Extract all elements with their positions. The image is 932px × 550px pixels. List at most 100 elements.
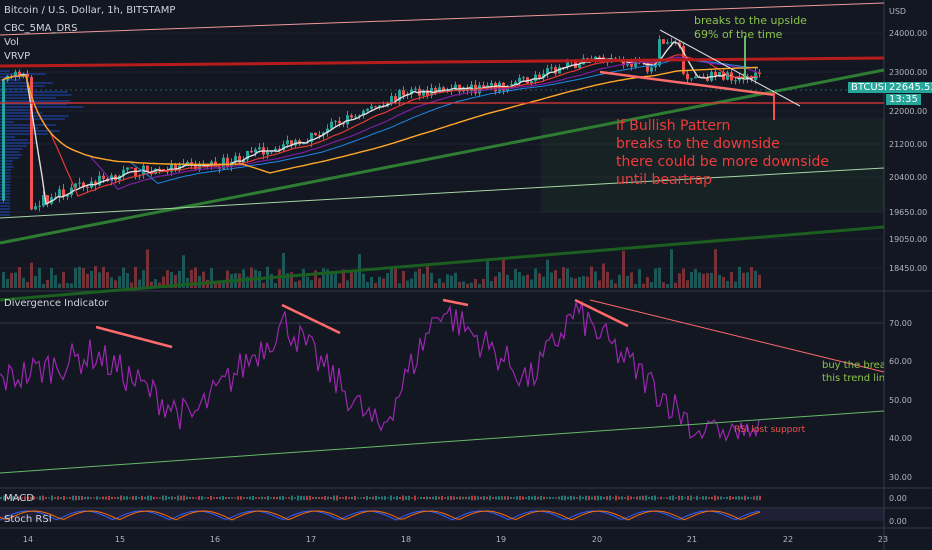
- divergence-title[interactable]: Divergence Indicator: [4, 298, 109, 309]
- macd-histogram-bar: [657, 497, 659, 499]
- volume-profile-bar: [0, 163, 12, 165]
- volume-bar: [186, 277, 189, 288]
- volume-bar: [250, 267, 253, 288]
- volume-bar: [138, 279, 141, 288]
- volume-profile-bar: [0, 130, 60, 132]
- candle-body: [282, 144, 285, 151]
- volume-bar: [330, 271, 333, 288]
- macd-histogram-bar: [591, 496, 593, 500]
- candle-body: [734, 80, 737, 82]
- macd-histogram-bar: [9, 497, 11, 499]
- candle-body: [46, 195, 49, 204]
- macd-histogram-bar: [645, 495, 647, 501]
- volume-bar: [314, 270, 317, 288]
- stoch-rsi-title[interactable]: Stoch RSI: [4, 514, 52, 525]
- rsi-tick-label: 30.00: [889, 473, 912, 482]
- volume-bar: [306, 276, 309, 288]
- macd-histogram-bar: [558, 496, 560, 500]
- macd-histogram-bar: [171, 496, 173, 500]
- volume-profile-bar: [0, 196, 11, 198]
- macd-histogram-bar: [714, 495, 716, 501]
- volume-profile-bar: [0, 157, 19, 159]
- macd-histogram-bar: [150, 495, 152, 501]
- candle-body: [390, 96, 393, 104]
- macd-histogram-bar: [435, 495, 437, 501]
- volume-bar: [446, 274, 449, 288]
- macd-histogram-bar: [270, 497, 272, 499]
- macd-histogram-bar: [564, 495, 566, 501]
- volume-bar: [654, 268, 657, 288]
- macd-histogram-bar: [102, 496, 104, 500]
- volume-bar: [554, 270, 557, 288]
- rsi-tick-label: 50.00: [889, 396, 912, 405]
- volume-bar: [106, 272, 109, 288]
- macd-histogram-bar: [81, 496, 83, 500]
- candle-body: [270, 151, 273, 153]
- macd-title[interactable]: MACD: [4, 493, 34, 504]
- volume-bar: [2, 272, 5, 288]
- macd-histogram-bar: [99, 497, 101, 499]
- macd-histogram-bar: [381, 496, 383, 500]
- volume-bar: [78, 266, 81, 288]
- macd-histogram-bar: [36, 497, 38, 499]
- macd-histogram-bar: [519, 495, 521, 501]
- candle-body: [598, 56, 601, 58]
- volume-bar: [546, 259, 549, 288]
- candle-body: [534, 74, 537, 81]
- macd-histogram-bar: [573, 496, 575, 500]
- macd-histogram-bar: [567, 496, 569, 500]
- indicator-label[interactable]: Vol: [4, 37, 19, 48]
- macd-histogram-bar: [486, 496, 488, 500]
- time-axis-label: 19: [496, 535, 506, 544]
- volume-bar: [686, 280, 689, 288]
- macd-histogram-bar: [750, 497, 752, 499]
- candle-body: [166, 171, 169, 173]
- candle-body: [554, 67, 557, 74]
- candle-body: [522, 77, 525, 79]
- volume-bar: [10, 272, 13, 288]
- volume-bar: [638, 269, 641, 288]
- last-price-tag: 22645.53: [886, 82, 932, 93]
- chart-title: Bitcoin / U.S. Dollar, 1h, BITSTAMP: [4, 5, 176, 16]
- volume-bar: [678, 273, 681, 288]
- candle-body: [2, 80, 5, 201]
- macd-histogram-bar: [582, 497, 584, 499]
- macd-histogram-bar: [639, 496, 641, 500]
- macd-histogram-bar: [627, 495, 629, 501]
- candle-body: [646, 62, 649, 72]
- macd-histogram-bar: [363, 496, 365, 500]
- macd-histogram-bar: [438, 496, 440, 500]
- candle-body: [74, 183, 77, 188]
- macd-histogram-bar: [630, 496, 632, 500]
- macd-histogram-bar: [732, 496, 734, 500]
- volume-bar: [294, 281, 297, 288]
- annotation-bearish-3: there could be more downside: [616, 154, 829, 170]
- volume-bar: [706, 273, 709, 288]
- macd-histogram-bar: [603, 496, 605, 500]
- macd-histogram-bar: [633, 497, 635, 499]
- candle-body: [650, 67, 653, 72]
- volume-bar: [38, 267, 41, 288]
- volume-bar: [610, 279, 613, 288]
- macd-histogram-bar: [165, 495, 167, 501]
- macd-histogram-bar: [747, 496, 749, 500]
- volume-bar: [458, 281, 461, 288]
- volume-bar: [754, 270, 757, 288]
- macd-histogram-bar: [432, 496, 434, 500]
- candle-body: [458, 84, 461, 92]
- macd-histogram-bar: [201, 496, 203, 500]
- volume-bar: [282, 252, 285, 288]
- divergence-line: [574, 298, 629, 328]
- indicator-label[interactable]: CBC_5MA_DRS: [4, 23, 78, 34]
- candle-body: [434, 88, 437, 93]
- volume-bar: [366, 281, 369, 288]
- macd-histogram-bar: [300, 495, 302, 501]
- candle-body: [274, 148, 277, 152]
- volume-profile-bar: [0, 166, 14, 168]
- indicator-label[interactable]: VRVP: [4, 51, 31, 62]
- macd-histogram-bar: [348, 497, 350, 499]
- macd-histogram-bar: [219, 496, 221, 500]
- volume-profile-bar: [0, 193, 11, 195]
- macd-histogram-bar: [207, 497, 209, 499]
